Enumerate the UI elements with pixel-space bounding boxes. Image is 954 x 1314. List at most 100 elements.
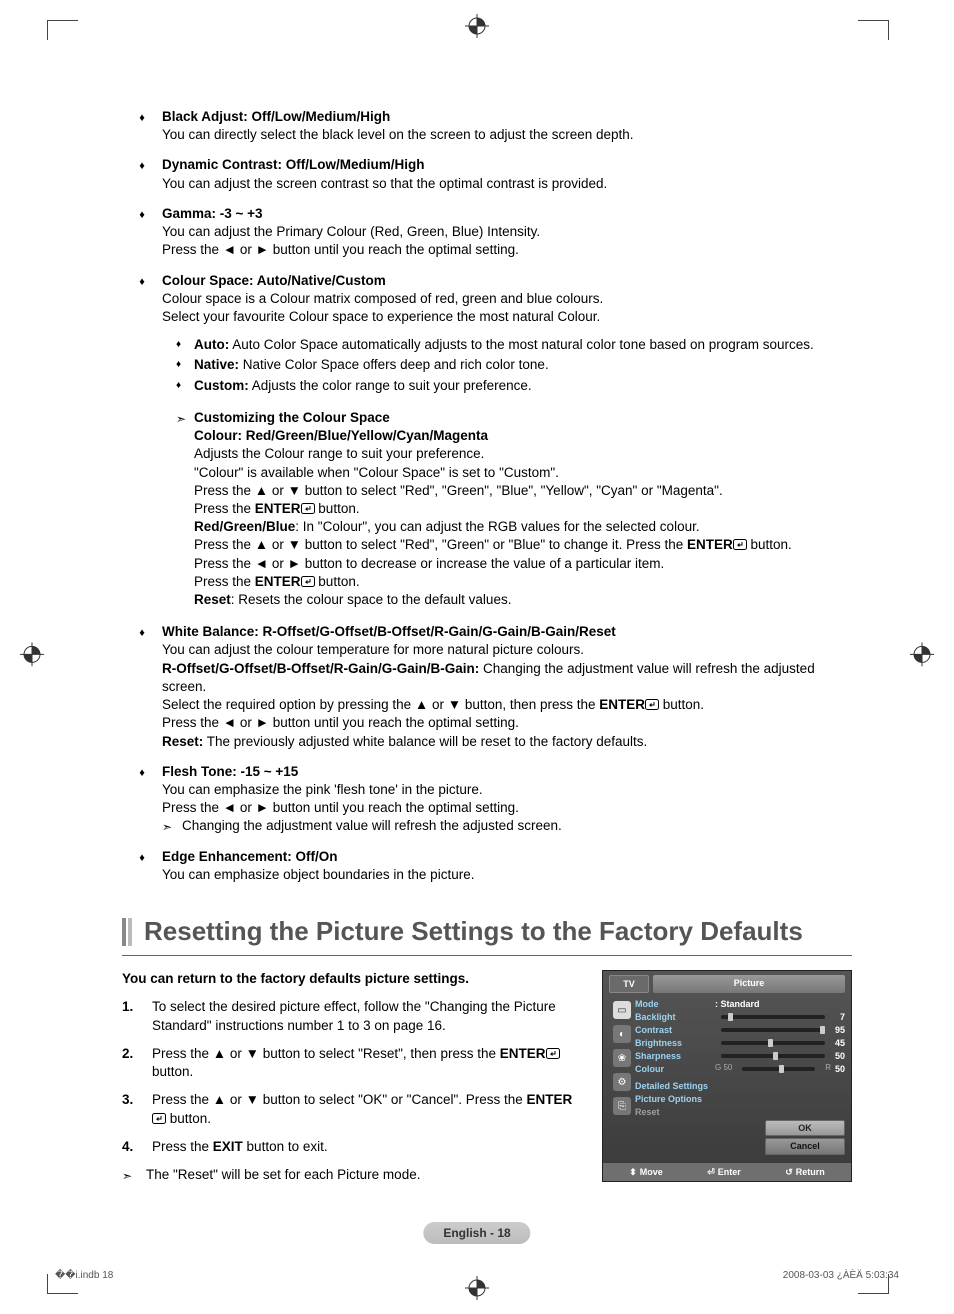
diamond-bullet-icon: ♦ xyxy=(176,356,194,374)
diamond-bullet-icon: ♦ xyxy=(122,108,162,144)
bullet-title: Gamma: -3 ~ +3 xyxy=(162,205,852,223)
sub-bullet: ♦Auto: Auto Color Space automatically ad… xyxy=(176,336,852,354)
osd-slider-track[interactable] xyxy=(721,1041,825,1045)
bullet-line: Select your favourite Colour space to ex… xyxy=(162,308,852,326)
diamond-bullet-icon: ♦ xyxy=(176,336,194,354)
bullet-title: White Balance: R-Offset/G-Offset/B-Offse… xyxy=(162,623,852,641)
osd-slider-row: Backlight7 xyxy=(635,1010,845,1023)
bullet-line: Press the ◄ or ► button until you reach … xyxy=(162,799,852,817)
diamond-bullet-icon: ♦ xyxy=(122,763,162,836)
bullet-title: Colour Space: Auto/Native/Custom xyxy=(162,272,852,290)
step-text: Press the EXIT button to exit. xyxy=(152,1138,580,1156)
bullet-line: You can adjust the Primary Colour (Red, … xyxy=(162,223,852,241)
enter-icon: ⏎ xyxy=(707,1166,715,1178)
osd-slider-label: Contrast xyxy=(635,1024,715,1036)
osd-mode-value: : Standard xyxy=(715,998,760,1010)
osd-slider-value: 45 xyxy=(831,1037,845,1049)
page-content: ♦Black Adjust: Off/Low/Medium/HighYou ca… xyxy=(122,108,852,1184)
step-number: 4. xyxy=(122,1138,152,1156)
customizing-line: Colour: Red/Green/Blue/Yellow/Cyan/Magen… xyxy=(194,427,852,445)
osd-slider-row: Contrast 95 xyxy=(635,1023,845,1036)
section-title-text: Resetting the Picture Settings to the Fa… xyxy=(144,914,803,949)
osd-cancel-button[interactable]: Cancel xyxy=(765,1138,845,1154)
reset-intro: You can return to the factory defaults p… xyxy=(122,970,580,988)
osd-title: Picture xyxy=(653,975,845,993)
diamond-bullet-icon: ♦ xyxy=(122,272,162,612)
bullet-item: ♦White Balance: R-Offset/G-Offset/B-Offs… xyxy=(122,623,852,751)
bullet-line: R-Offset/G-Offset/B-Offset/R-Gain/G-Gain… xyxy=(162,660,852,696)
footer-left: ��i.indb 18 xyxy=(55,1269,113,1283)
osd-slider-value: 50 xyxy=(831,1050,845,1062)
osd-slider-track[interactable] xyxy=(721,1015,825,1019)
osd-return-hint: ↺Return xyxy=(785,1166,825,1178)
osd-slider-value: 95 xyxy=(831,1024,845,1036)
bullet-line: Reset: The previously adjusted white bal… xyxy=(162,733,852,751)
osd-slider-track[interactable] xyxy=(721,1028,825,1032)
step-text: Press the ▲ or ▼ button to select "Reset… xyxy=(152,1045,580,1081)
bullet-item: ♦Flesh Tone: -15 ~ +15You can emphasize … xyxy=(122,763,852,836)
osd-icon-sound: ◐ xyxy=(613,1025,631,1043)
osd-reset-label: Reset xyxy=(635,1106,715,1118)
osd-slider-label: Colour xyxy=(635,1063,715,1075)
bullet-title: Edge Enhancement: Off/On xyxy=(162,848,852,866)
step-row: 2.Press the ▲ or ▼ button to select "Res… xyxy=(122,1045,580,1081)
diamond-bullet-icon: ♦ xyxy=(176,377,194,395)
bullet-title: Flesh Tone: -15 ~ +15 xyxy=(162,763,852,781)
customizing-line: Adjusts the Colour range to suit your pr… xyxy=(194,445,852,463)
bullet-title: Dynamic Contrast: Off/Low/Medium/High xyxy=(162,156,852,174)
bullet-line: Press the ◄ or ► button until you reach … xyxy=(162,241,852,259)
bullet-line: You can emphasize object boundaries in t… xyxy=(162,866,852,884)
bullet-line: You can directly select the black level … xyxy=(162,126,852,144)
diamond-bullet-icon: ♦ xyxy=(122,205,162,260)
osd-slider-value: 50 xyxy=(831,1063,845,1075)
osd-slider-knob[interactable] xyxy=(820,1026,825,1034)
osd-icon-setup: ⚙ xyxy=(613,1073,631,1091)
bullet-item: ♦Dynamic Contrast: Off/Low/Medium/HighYo… xyxy=(122,156,852,192)
section-bar-icon xyxy=(122,918,126,946)
reset-note-row: ➣ The "Reset" will be set for each Pictu… xyxy=(122,1166,580,1184)
step-row: 1.To select the desired picture effect, … xyxy=(122,998,580,1034)
osd-slider-knob[interactable] xyxy=(728,1013,733,1021)
osd-icon-rail: ▭ ◐ ❀ ⚙ ⎘ xyxy=(609,997,635,1156)
return-icon: ↺ xyxy=(785,1166,793,1178)
arrow-icon: ➣ xyxy=(176,409,194,609)
bullet-line: You can adjust the screen contrast so th… xyxy=(162,175,852,193)
osd-tv-badge: TV xyxy=(609,975,649,993)
section-title: Resetting the Picture Settings to the Fa… xyxy=(122,914,852,949)
osd-slider-track[interactable] xyxy=(721,1054,825,1058)
osd-slider-row: Sharpness50 xyxy=(635,1049,845,1062)
osd-slider-track[interactable] xyxy=(742,1067,815,1071)
osd-picture-options: Picture Options xyxy=(635,1093,715,1105)
bullet-item: ♦Edge Enhancement: Off/OnYou can emphasi… xyxy=(122,848,852,884)
osd-slider-row: Brightness 45 xyxy=(635,1036,845,1049)
bullet-line: Press the ◄ or ► button until you reach … xyxy=(162,714,852,732)
osd-icon-channel: ❀ xyxy=(613,1049,631,1067)
osd-slider-knob[interactable] xyxy=(779,1065,784,1073)
step-row: 4.Press the EXIT button to exit. xyxy=(122,1138,580,1156)
diamond-bullet-icon: ♦ xyxy=(122,156,162,192)
customizing-line: Press the ENTER button. xyxy=(194,500,852,518)
updown-icon: ⬍ xyxy=(629,1166,637,1178)
step-text: To select the desired picture effect, fo… xyxy=(152,998,580,1034)
bullet-line: Select the required option by pressing t… xyxy=(162,696,852,714)
osd-slider-row: ColourG 50R50 xyxy=(635,1062,845,1075)
registration-mark-top xyxy=(465,14,489,38)
osd-footer: ⬍Move ⏎Enter ↺Return xyxy=(603,1163,851,1181)
customizing-line: "Colour" is available when "Colour Space… xyxy=(194,464,852,482)
sub-bullet: ♦Custom: Adjusts the color range to suit… xyxy=(176,377,852,395)
osd-slider-knob[interactable] xyxy=(773,1052,778,1060)
diamond-bullet-icon: ♦ xyxy=(122,623,162,751)
reset-note-text: The "Reset" will be set for each Picture… xyxy=(146,1166,420,1184)
bullet-item: ♦Gamma: -3 ~ +3You can adjust the Primar… xyxy=(122,205,852,260)
diamond-bullet-icon: ♦ xyxy=(122,848,162,884)
osd-ok-button[interactable]: OK xyxy=(765,1120,845,1136)
bullet-title: Black Adjust: Off/Low/Medium/High xyxy=(162,108,852,126)
osd-slider-label: Brightness xyxy=(635,1037,715,1049)
registration-mark-right xyxy=(910,642,934,671)
arrow-icon: ➣ xyxy=(162,817,182,835)
customizing-line: Press the ▲ or ▼ button to select "Red",… xyxy=(194,536,852,554)
osd-slider-value: 7 xyxy=(831,1011,845,1023)
osd-icon-input: ⎘ xyxy=(613,1097,631,1115)
osd-slider-knob[interactable] xyxy=(768,1039,773,1047)
customizing-block: ➣Customizing the Colour SpaceColour: Red… xyxy=(176,409,852,609)
